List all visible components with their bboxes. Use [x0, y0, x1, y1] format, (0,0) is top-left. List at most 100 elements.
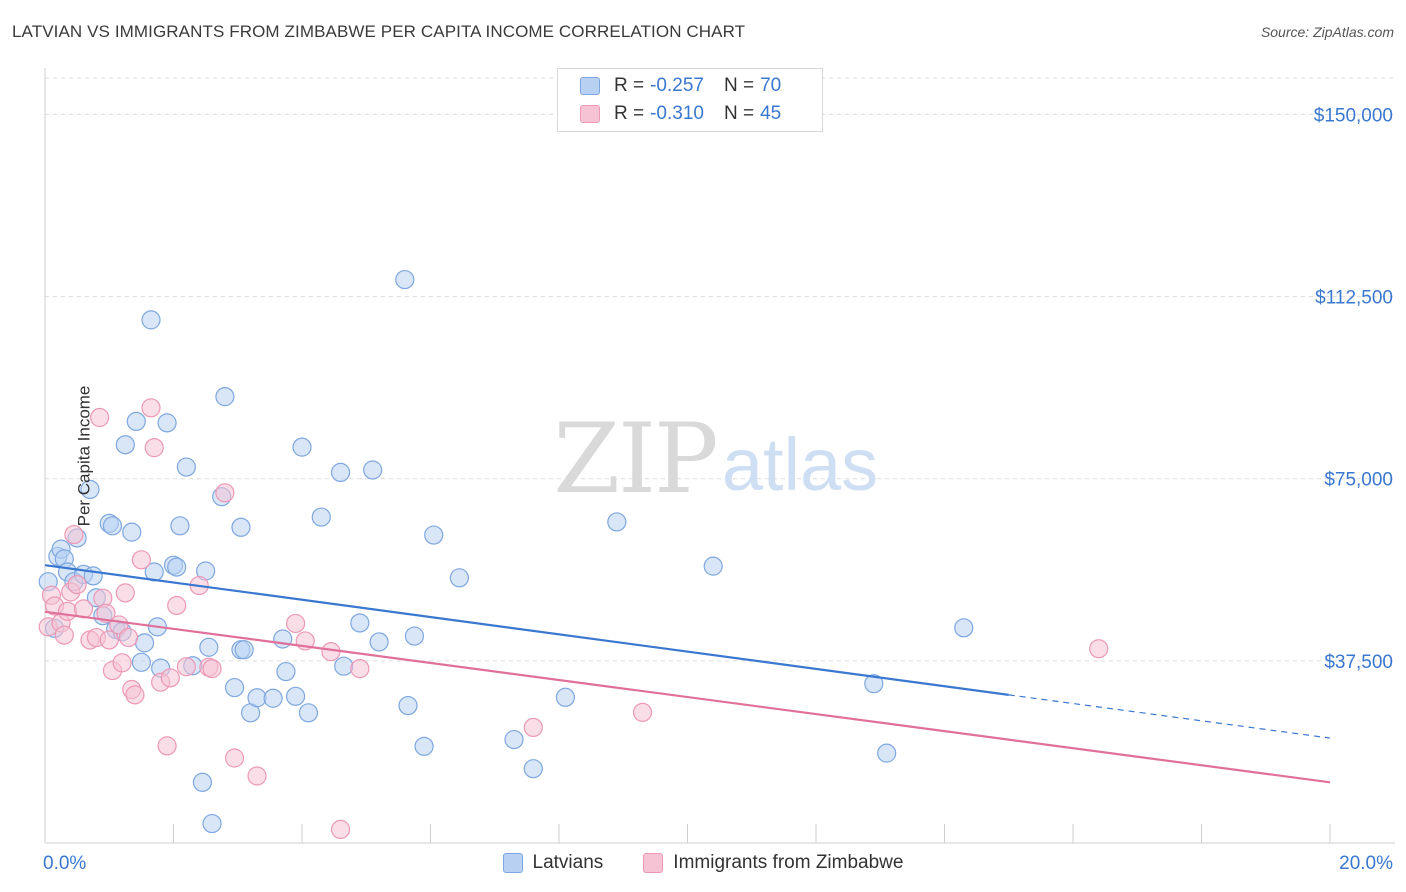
point-latvians	[703, 556, 723, 576]
point-latvians	[504, 729, 524, 750]
point-latvians	[292, 437, 312, 457]
point-zimbabwe	[112, 653, 132, 673]
point-zimbabwe	[67, 574, 87, 595]
legend-r-label: R =	[614, 75, 645, 96]
watermark-zip: ZIP	[553, 403, 716, 515]
y-tick-label: $112,500	[1315, 288, 1393, 309]
legend-box: R = -0.257 N = 70 R = -0.310 N = 45	[557, 68, 823, 132]
point-latvians	[285, 686, 306, 706]
point-latvians	[224, 677, 245, 698]
grid-lines	[45, 77, 1395, 662]
point-latvians	[276, 661, 296, 682]
point-latvians	[404, 626, 425, 646]
point-zimbabwe	[350, 659, 370, 679]
point-latvians	[199, 637, 219, 657]
point-latvians	[424, 525, 444, 545]
chart-title: LATVIAN VS IMMIGRANTS FROM ZIMBABWE PER …	[12, 22, 746, 41]
point-latvians	[215, 387, 235, 407]
tick-labels: $37,500 $75,000 $112,500 $150,000 0.0% 20.0%	[43, 105, 1393, 874]
point-latvians	[234, 640, 254, 660]
point-latvians	[167, 557, 187, 577]
point-zimbabwe	[115, 583, 135, 603]
point-zimbabwe	[141, 398, 161, 418]
point-zimbabwe	[176, 657, 196, 677]
series-zimbabwe-points	[38, 398, 1109, 840]
x-tick-label-max: 20.0%	[1339, 853, 1393, 874]
point-latvians	[449, 568, 470, 588]
point-latvians	[273, 629, 293, 649]
point-latvians	[263, 688, 283, 708]
point-latvians	[176, 457, 196, 477]
point-latvians	[555, 687, 576, 707]
trendline-latvians-projection	[1008, 694, 1331, 739]
point-latvians	[363, 460, 383, 480]
point-latvians	[122, 522, 142, 542]
point-zimbabwe	[144, 438, 164, 458]
series-latvians-points	[38, 269, 974, 834]
point-latvians	[102, 516, 123, 536]
point-latvians	[607, 512, 627, 532]
point-zimbabwe	[131, 550, 151, 570]
point-latvians	[231, 517, 251, 537]
point-latvians	[134, 633, 155, 653]
y-tick-label: $75,000	[1324, 470, 1393, 491]
point-zimbabwe	[160, 668, 180, 688]
point-zimbabwe	[125, 685, 145, 705]
source-label: Source: ZipAtlas.com	[1260, 24, 1394, 40]
point-latvians	[141, 310, 161, 330]
point-latvians	[398, 695, 418, 716]
point-zimbabwe	[215, 483, 235, 503]
legend-n-value-zimbabwe: 45	[760, 103, 782, 124]
point-zimbabwe	[90, 407, 110, 428]
point-latvians	[170, 516, 190, 536]
point-zimbabwe	[632, 702, 653, 722]
bottom-legend-zimbabwe[interactable]: Immigrants from Zimbabwe	[643, 852, 903, 874]
point-zimbabwe	[167, 595, 187, 616]
point-latvians	[369, 632, 389, 652]
bottom-legend-label-zimbabwe: Immigrants from Zimbabwe	[673, 852, 904, 873]
point-latvians	[954, 618, 974, 638]
legend-r-label: R =	[614, 103, 645, 124]
point-zimbabwe	[64, 524, 84, 545]
point-zimbabwe	[285, 613, 306, 634]
y-axis-label: Per Capita Income	[74, 385, 94, 527]
axes	[44, 68, 1395, 844]
point-latvians	[192, 772, 213, 792]
point-zimbabwe	[224, 748, 245, 768]
bottom-legend: Latvians Immigrants from Zimbabwe	[0, 852, 1406, 874]
point-latvians	[83, 566, 103, 586]
point-latvians	[298, 703, 319, 723]
point-zimbabwe	[99, 630, 119, 650]
point-latvians	[202, 813, 222, 834]
legend-r-value-zimbabwe: -0.310	[650, 103, 704, 124]
point-latvians	[864, 674, 884, 694]
legend-r-value-latvians: -0.257	[650, 75, 704, 96]
point-zimbabwe	[1089, 639, 1109, 659]
point-zimbabwe	[54, 625, 74, 645]
point-latvians	[414, 736, 434, 756]
legend-n-value-latvians: 70	[760, 75, 782, 96]
legend-swatch-latvians	[580, 77, 600, 95]
point-latvians	[334, 656, 354, 676]
point-zimbabwe	[118, 627, 139, 648]
point-latvians	[311, 507, 331, 527]
trend-lines	[44, 564, 1331, 784]
point-zimbabwe	[202, 659, 222, 679]
point-latvians	[877, 743, 897, 763]
point-latvians	[157, 413, 177, 433]
point-latvians	[395, 269, 415, 290]
point-zimbabwe	[523, 717, 543, 738]
point-zimbabwe	[57, 601, 78, 621]
watermark: ZIP atlas	[553, 403, 878, 515]
legend-swatch-zimbabwe	[580, 105, 600, 123]
bottom-legend-swatch-latvians	[502, 853, 523, 873]
point-zimbabwe	[96, 603, 116, 623]
point-latvians	[131, 652, 151, 672]
trendline-latvians	[44, 564, 1009, 696]
point-latvians	[126, 411, 146, 431]
point-latvians	[330, 462, 351, 482]
y-tick-label: $150,000	[1314, 105, 1393, 126]
legend-row-latvians: R = -0.257 N = 70	[580, 73, 781, 99]
bottom-legend-latvians[interactable]: Latvians	[502, 852, 603, 874]
